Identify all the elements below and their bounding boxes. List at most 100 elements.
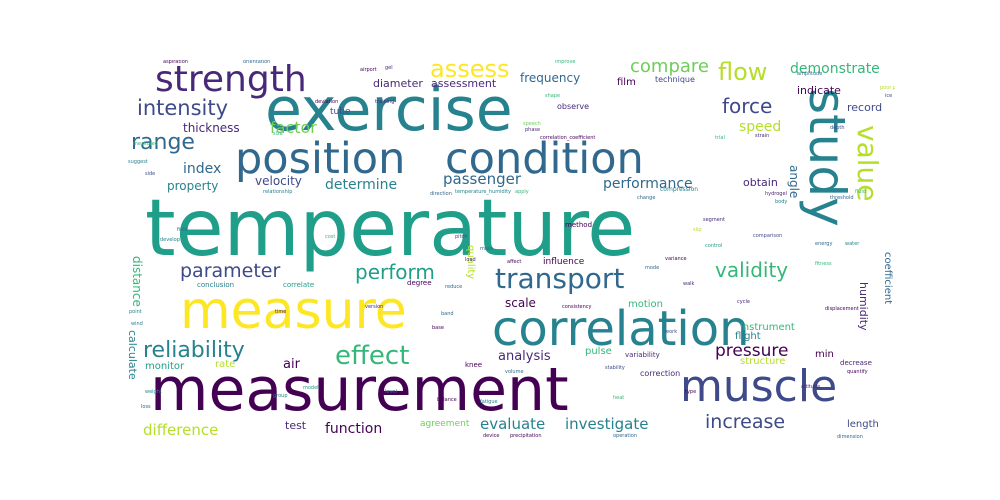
- word-rate: rate: [215, 359, 236, 370]
- word-effect: effect: [335, 341, 410, 371]
- word-correlation: correlation: [492, 301, 750, 357]
- word-mode: mode: [645, 265, 660, 271]
- word-demonstrate: demonstrate: [790, 61, 880, 77]
- word-load: load: [465, 257, 476, 263]
- word-comparison: comparison: [753, 233, 783, 239]
- word-reliability: reliability: [143, 338, 245, 363]
- word-test: test: [285, 419, 307, 432]
- word-thickness: thickness: [183, 121, 240, 135]
- word-heat: heat: [613, 395, 625, 401]
- word-method: method: [565, 221, 593, 229]
- word-suggest: suggest: [128, 159, 148, 165]
- word-velocity: velocity: [255, 174, 302, 188]
- word-fitness: fitness: [815, 261, 832, 267]
- word-base: base: [432, 325, 444, 331]
- word-measured: measured: [133, 141, 158, 147]
- word-min: min: [815, 349, 834, 360]
- word-correlation-coefficient: correlation_coefficient: [540, 135, 596, 141]
- word-pitch: pitch: [455, 234, 468, 240]
- word-technique: technique: [655, 75, 695, 84]
- word-relationship: relationship: [263, 189, 293, 195]
- word-group: group: [273, 393, 288, 399]
- word-balance: balance: [437, 397, 457, 403]
- word-diameter: diameter: [373, 77, 423, 90]
- word-threshold: threshold: [830, 195, 854, 201]
- word-humidity: humidity: [857, 282, 870, 331]
- word-structure: structure: [740, 356, 786, 367]
- word-agreement: agreement: [420, 419, 470, 429]
- word-difference: difference: [143, 421, 219, 439]
- word-tube: tube: [330, 107, 351, 117]
- word-dimension: dimension: [837, 434, 863, 440]
- word-performance: performance: [603, 176, 693, 192]
- word-quality: quality: [465, 245, 476, 280]
- word-shape: shape: [545, 93, 561, 99]
- word-perform: perform: [355, 260, 435, 284]
- word-air: air: [283, 357, 300, 372]
- word-device: device: [483, 433, 500, 439]
- word-level: level: [385, 389, 397, 395]
- word-band: band: [441, 311, 454, 317]
- word-obtain: obtain: [743, 176, 778, 189]
- word-length: length: [847, 419, 879, 430]
- word-displacement: displacement: [825, 306, 859, 312]
- word-muscle: muscle: [680, 361, 838, 412]
- word-change: change: [637, 195, 656, 201]
- word-aspiration: aspiration: [163, 60, 188, 65]
- word-cost: cost: [325, 234, 336, 240]
- word-condition: condition: [445, 134, 644, 184]
- word-fluid: fluid: [855, 189, 866, 195]
- word-exercise: exercise: [265, 75, 513, 145]
- word-precipitation: precipitation: [510, 433, 542, 439]
- word-volume: volume: [505, 369, 524, 375]
- word-frequency: frequency: [520, 71, 581, 85]
- word-function: function: [325, 421, 383, 437]
- word-version: version: [365, 304, 384, 310]
- word-conclusion: conclusion: [197, 281, 235, 289]
- word-compression: compression: [660, 186, 699, 193]
- word-operation: operation: [613, 433, 638, 439]
- word-deviation: deviation: [315, 99, 339, 105]
- word-poor-posture: poor posture: [880, 85, 895, 91]
- word-altitude: altitude: [801, 384, 821, 390]
- word-orientation: orientation: [243, 60, 271, 65]
- word-evaluate: evaluate: [480, 415, 546, 433]
- word-model: model: [303, 385, 319, 391]
- word-quantify: quantify: [847, 369, 868, 375]
- word-distance: distance: [130, 256, 144, 307]
- word-flight: flight: [735, 331, 761, 342]
- word-intensity: intensity: [137, 96, 229, 120]
- word-mass: mass: [480, 246, 494, 252]
- word-time: time: [275, 309, 287, 315]
- word-scale: scale: [505, 296, 536, 310]
- word-passenger: passenger: [443, 170, 521, 188]
- word-correction: correction: [640, 369, 681, 378]
- word-point: point: [129, 309, 142, 315]
- word-direction: direction: [430, 191, 452, 197]
- word-temperature-humidity: temperature_humidity: [455, 189, 512, 195]
- word-fatigue: fatigue: [480, 399, 498, 405]
- word-segment: segment: [703, 217, 725, 223]
- word-index: index: [183, 161, 222, 177]
- word-strength: strength: [155, 60, 307, 100]
- word-measurement: measurement: [150, 355, 569, 425]
- word-monitor: monitor: [145, 361, 185, 372]
- word-assessment: assessment: [431, 77, 497, 90]
- word-apply: apply: [515, 189, 529, 195]
- word-parameter: parameter: [180, 260, 281, 282]
- word-side: side: [145, 171, 156, 177]
- word-gel: gel: [385, 65, 393, 71]
- word-correlate: correlate: [283, 281, 315, 289]
- word-investigate: investigate: [565, 415, 649, 433]
- word-observe: observe: [557, 102, 590, 111]
- word-develop: develop: [160, 237, 180, 243]
- word-validity: validity: [715, 258, 789, 282]
- word-weight: weight: [145, 389, 162, 395]
- word-work: work: [665, 329, 678, 335]
- word-energy: energy: [815, 241, 833, 247]
- word-increase: increase: [705, 411, 786, 433]
- word-improve: improve: [555, 60, 576, 65]
- word-trial: trial: [715, 135, 725, 141]
- word-size: size: [273, 131, 283, 137]
- word-slip: slip: [693, 227, 702, 233]
